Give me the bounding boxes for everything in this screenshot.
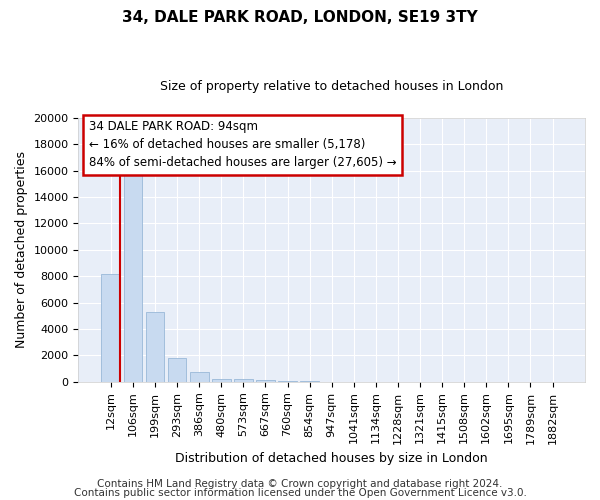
Y-axis label: Number of detached properties: Number of detached properties <box>15 152 28 348</box>
Bar <box>167 358 187 382</box>
Text: Contains HM Land Registry data © Crown copyright and database right 2024.: Contains HM Land Registry data © Crown c… <box>97 479 503 489</box>
Bar <box>256 380 275 382</box>
Bar <box>234 379 253 382</box>
Bar <box>190 372 209 382</box>
Bar <box>101 274 120 382</box>
Title: Size of property relative to detached houses in London: Size of property relative to detached ho… <box>160 80 503 93</box>
Bar <box>124 162 142 382</box>
Text: 34, DALE PARK ROAD, LONDON, SE19 3TY: 34, DALE PARK ROAD, LONDON, SE19 3TY <box>122 10 478 25</box>
Bar <box>146 312 164 382</box>
Bar <box>278 381 297 382</box>
X-axis label: Distribution of detached houses by size in London: Distribution of detached houses by size … <box>175 452 488 465</box>
Bar <box>212 378 230 382</box>
Text: Contains public sector information licensed under the Open Government Licence v3: Contains public sector information licen… <box>74 488 526 498</box>
Text: 34 DALE PARK ROAD: 94sqm
← 16% of detached houses are smaller (5,178)
84% of sem: 34 DALE PARK ROAD: 94sqm ← 16% of detach… <box>89 120 396 170</box>
